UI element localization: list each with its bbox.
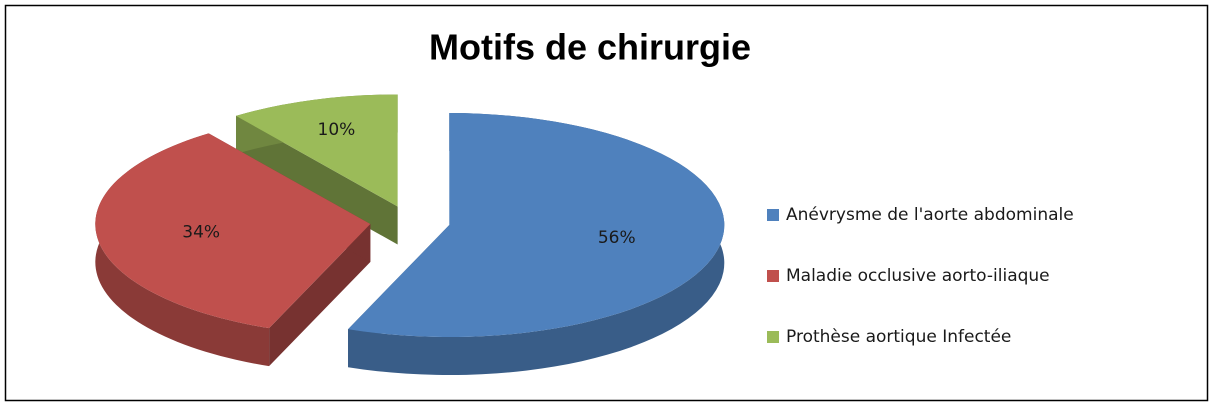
pie-slice	[95, 133, 371, 367]
slice-side	[269, 224, 371, 367]
data-label: 56%	[598, 228, 636, 248]
pie-slice	[348, 113, 725, 376]
legend-label: Maladie occlusive aorto-iliaque	[786, 266, 1050, 286]
legend-swatch	[767, 209, 779, 221]
legend-swatch	[767, 270, 779, 282]
legend-label: Anévrysme de l'aorte abdominale	[786, 205, 1074, 225]
legend-swatch	[767, 331, 779, 343]
data-label: 10%	[318, 120, 356, 140]
legend-label: Prothèse aortique Infectée	[786, 327, 1011, 347]
chart-title: Motifs de chirurgie	[429, 27, 751, 68]
slice-top	[95, 133, 371, 329]
slice-top	[348, 113, 725, 338]
pie-slice	[235, 94, 398, 245]
slice-top	[235, 94, 398, 207]
data-label: 34%	[182, 223, 220, 243]
slice-side	[235, 115, 398, 245]
